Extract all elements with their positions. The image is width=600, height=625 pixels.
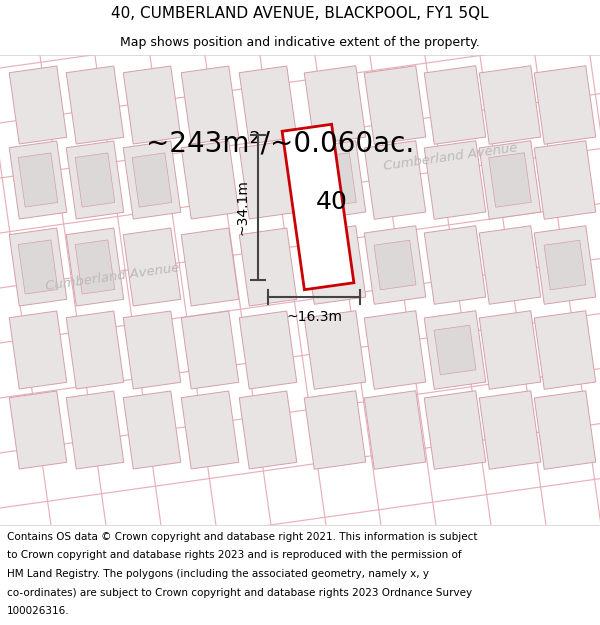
Polygon shape — [75, 153, 115, 207]
Polygon shape — [132, 153, 172, 207]
Polygon shape — [181, 141, 239, 219]
Polygon shape — [434, 325, 476, 375]
Text: ~16.3m: ~16.3m — [286, 310, 342, 324]
Polygon shape — [304, 226, 366, 304]
Polygon shape — [66, 228, 124, 306]
Polygon shape — [181, 311, 239, 389]
Polygon shape — [374, 240, 416, 290]
Polygon shape — [304, 66, 366, 144]
Polygon shape — [364, 226, 426, 304]
Polygon shape — [9, 391, 67, 469]
Text: HM Land Registry. The polygons (including the associated geometry, namely x, y: HM Land Registry. The polygons (includin… — [7, 569, 429, 579]
Text: 40: 40 — [316, 190, 348, 214]
Polygon shape — [181, 391, 239, 469]
Polygon shape — [534, 226, 596, 304]
Polygon shape — [9, 228, 67, 306]
Polygon shape — [479, 141, 541, 219]
Text: to Crown copyright and database rights 2023 and is reproduced with the permissio: to Crown copyright and database rights 2… — [7, 551, 462, 561]
Polygon shape — [9, 311, 67, 389]
Polygon shape — [282, 124, 354, 290]
Polygon shape — [123, 391, 181, 469]
Polygon shape — [9, 66, 67, 144]
Polygon shape — [66, 311, 124, 389]
Polygon shape — [304, 311, 366, 389]
Polygon shape — [66, 141, 124, 219]
Polygon shape — [239, 228, 297, 306]
Polygon shape — [364, 391, 426, 469]
Polygon shape — [534, 311, 596, 389]
Text: 40, CUMBERLAND AVENUE, BLACKPOOL, FY1 5QL: 40, CUMBERLAND AVENUE, BLACKPOOL, FY1 5Q… — [111, 6, 489, 21]
Text: 100026316.: 100026316. — [7, 606, 70, 616]
Polygon shape — [66, 391, 124, 469]
Polygon shape — [181, 228, 239, 306]
Polygon shape — [424, 141, 486, 219]
Polygon shape — [488, 152, 532, 208]
Polygon shape — [304, 391, 366, 469]
Polygon shape — [239, 311, 297, 389]
Polygon shape — [314, 152, 356, 208]
Polygon shape — [534, 66, 596, 144]
Polygon shape — [479, 311, 541, 389]
Polygon shape — [123, 228, 181, 306]
Polygon shape — [18, 240, 58, 294]
Text: Map shows position and indicative extent of the property.: Map shows position and indicative extent… — [120, 36, 480, 49]
Polygon shape — [424, 311, 486, 389]
Polygon shape — [66, 66, 124, 144]
Polygon shape — [123, 141, 181, 219]
Text: Cumberland Avenue: Cumberland Avenue — [382, 141, 518, 173]
Text: Cumberland Avenue: Cumberland Avenue — [44, 261, 180, 293]
Polygon shape — [239, 141, 297, 219]
Polygon shape — [9, 141, 67, 219]
Polygon shape — [181, 66, 239, 144]
Polygon shape — [364, 66, 426, 144]
Text: ~243m²/~0.060ac.: ~243m²/~0.060ac. — [146, 129, 414, 157]
Polygon shape — [544, 240, 586, 290]
Polygon shape — [534, 141, 596, 219]
Polygon shape — [18, 153, 58, 207]
Polygon shape — [239, 66, 297, 144]
Polygon shape — [479, 391, 541, 469]
Polygon shape — [424, 226, 486, 304]
Polygon shape — [534, 391, 596, 469]
Polygon shape — [364, 311, 426, 389]
Polygon shape — [239, 391, 297, 469]
Text: ~34.1m: ~34.1m — [235, 179, 249, 236]
Polygon shape — [75, 240, 115, 294]
Polygon shape — [424, 391, 486, 469]
Polygon shape — [479, 66, 541, 144]
Polygon shape — [364, 141, 426, 219]
Text: Contains OS data © Crown copyright and database right 2021. This information is : Contains OS data © Crown copyright and d… — [7, 532, 478, 542]
Polygon shape — [424, 66, 486, 144]
Polygon shape — [304, 141, 366, 219]
Polygon shape — [123, 66, 181, 144]
Polygon shape — [123, 311, 181, 389]
Text: co-ordinates) are subject to Crown copyright and database rights 2023 Ordnance S: co-ordinates) are subject to Crown copyr… — [7, 588, 472, 598]
Polygon shape — [479, 226, 541, 304]
